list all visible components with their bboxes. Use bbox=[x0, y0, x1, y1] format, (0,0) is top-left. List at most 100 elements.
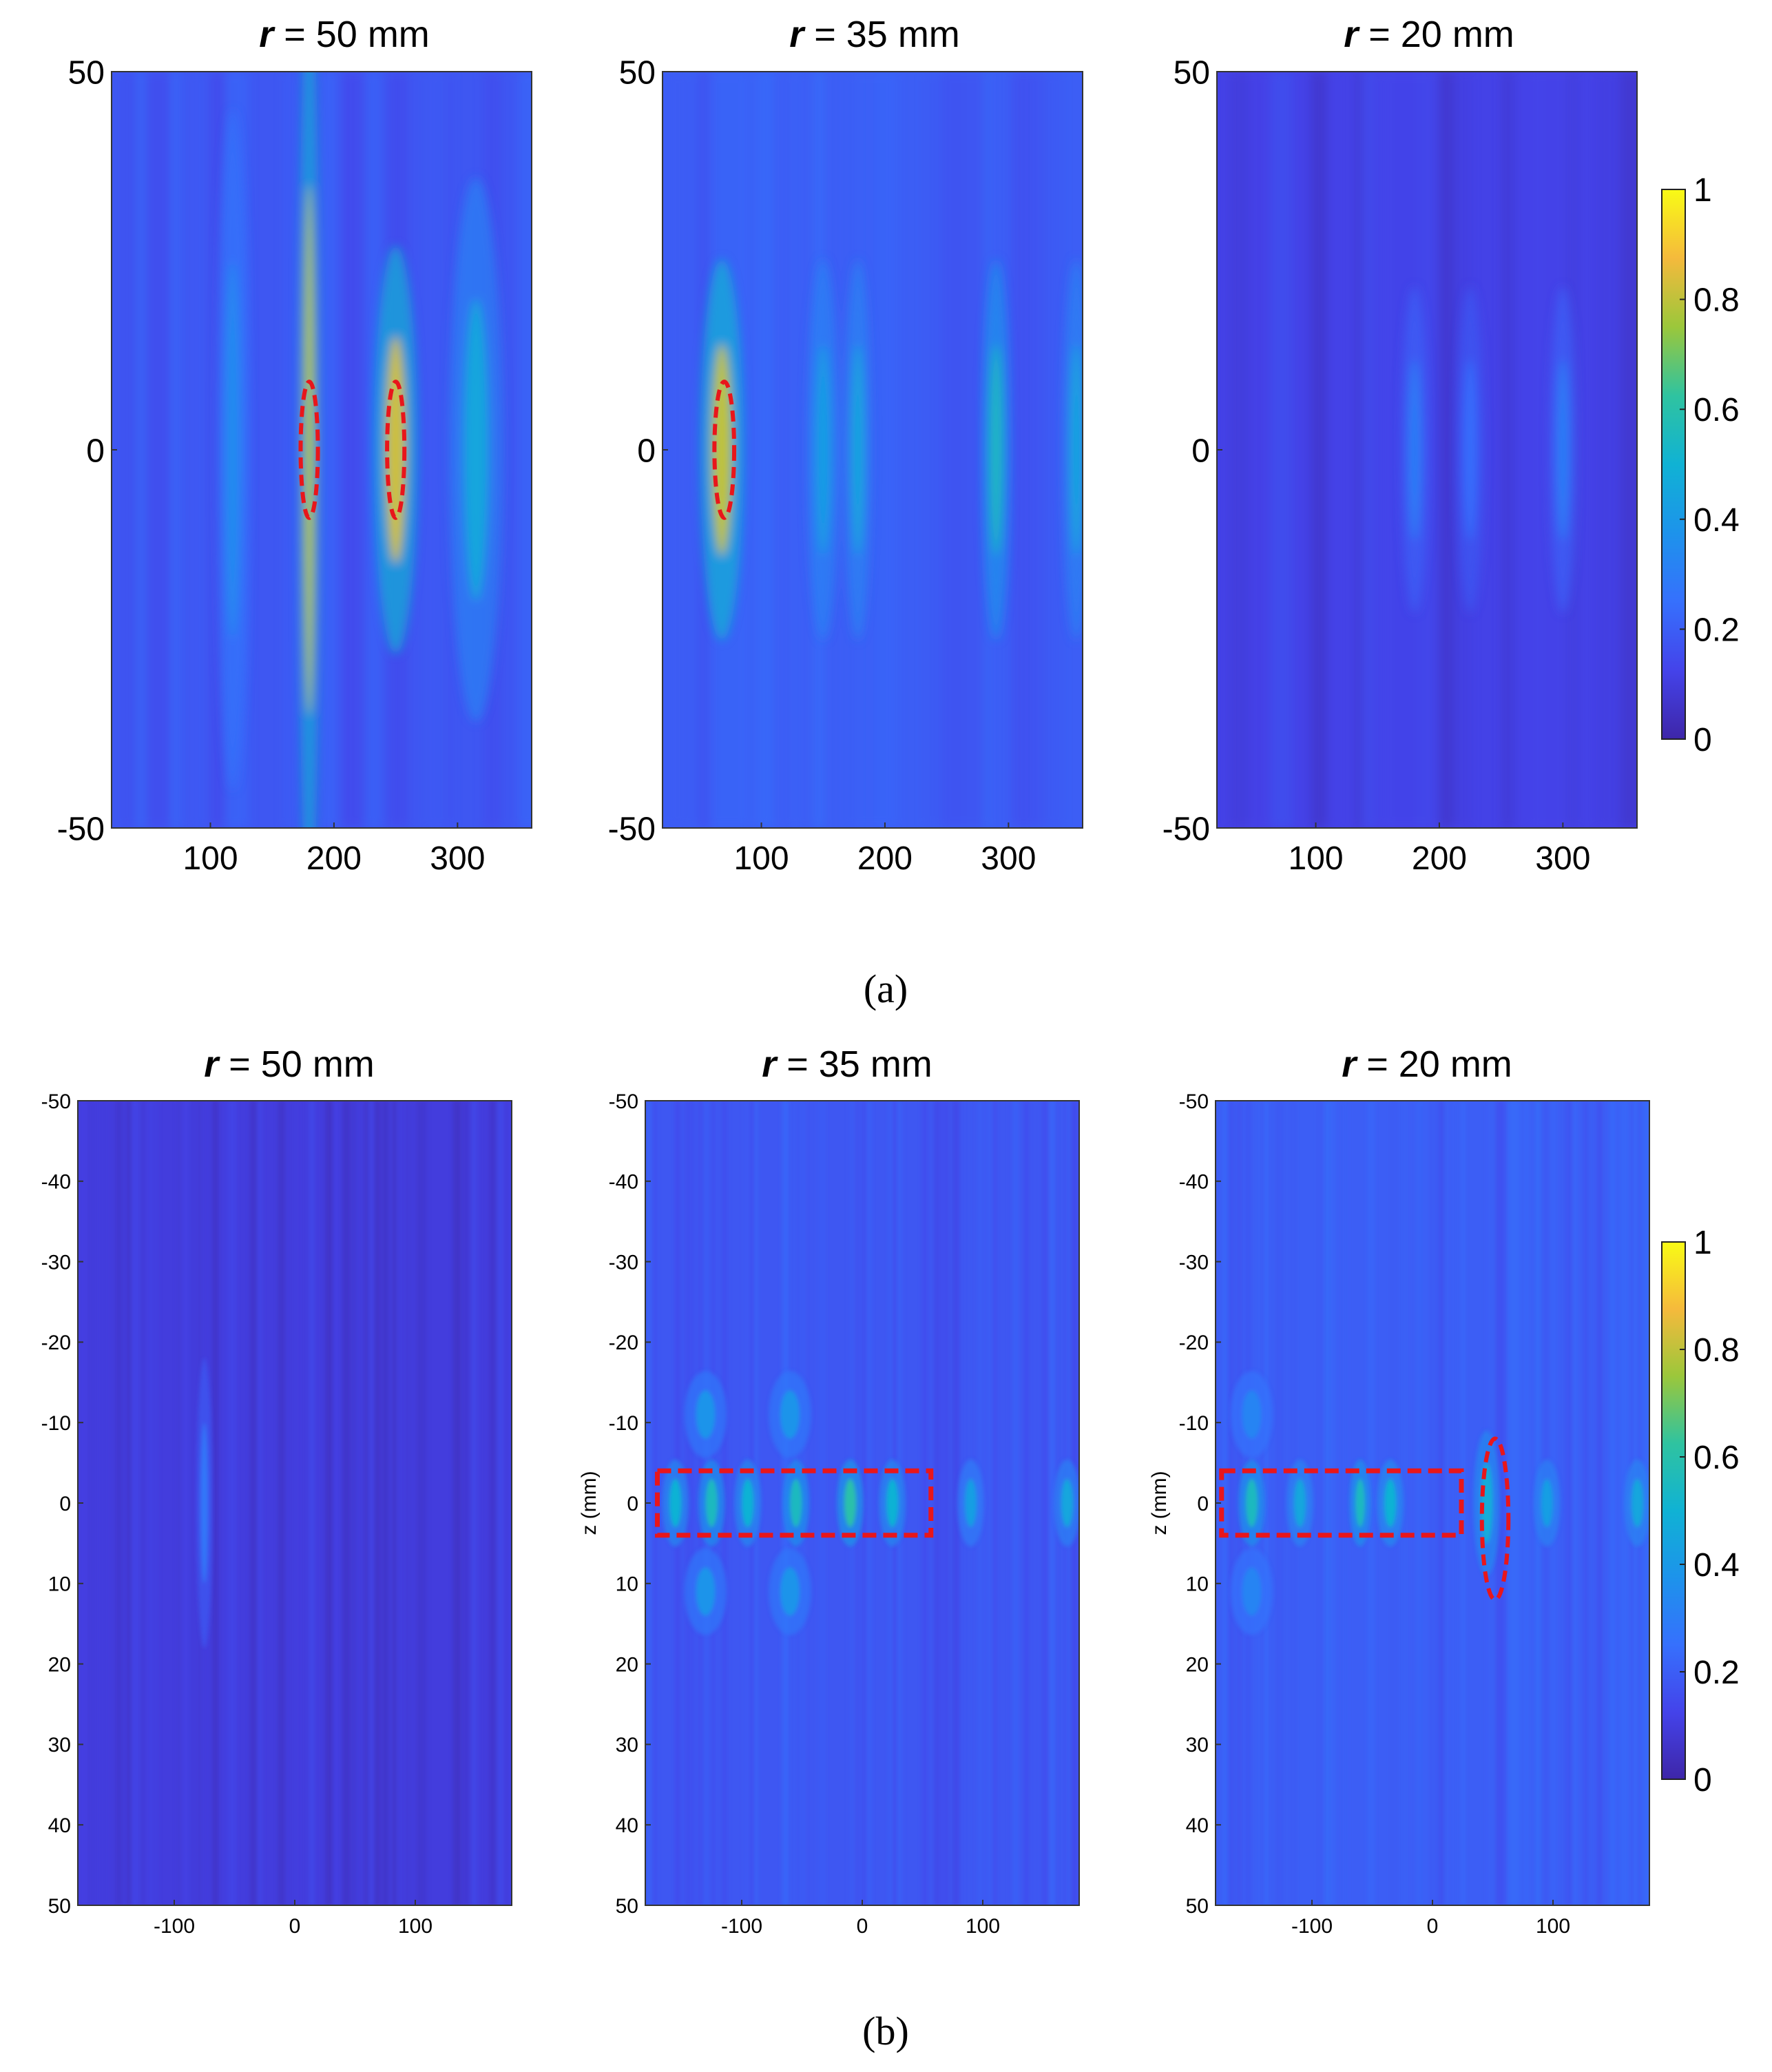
heatmap-hotspots bbox=[700, 259, 1083, 641]
colorbar-tick-label: 0.6 bbox=[1693, 1440, 1740, 1476]
texture-stripe bbox=[1045, 1101, 1049, 1905]
x-tick-label: -100 bbox=[721, 1915, 762, 1938]
texture-stripe bbox=[518, 72, 532, 828]
heatmap-area bbox=[1217, 72, 1637, 828]
panel-title: r = 35 mm bbox=[789, 14, 960, 55]
texture-stripe bbox=[102, 1101, 107, 1905]
title-variable: r bbox=[259, 14, 275, 55]
y-tick-label: -40 bbox=[609, 1171, 638, 1194]
y-tick-label: 50 bbox=[616, 1895, 638, 1918]
annotation-rect bbox=[655, 1468, 934, 1538]
texture-stripe bbox=[1049, 1101, 1056, 1905]
texture-stripe bbox=[1596, 1101, 1603, 1905]
hotspot bbox=[304, 185, 315, 715]
x-tick-label: 100 bbox=[398, 1915, 432, 1938]
texture-stripe bbox=[1424, 72, 1438, 828]
texture-stripe bbox=[1036, 1101, 1043, 1905]
texture-stripe bbox=[331, 1101, 335, 1905]
texture-stripe bbox=[939, 72, 966, 828]
hotspot bbox=[705, 1478, 718, 1528]
colorbar-tick-label: 1 bbox=[1693, 1225, 1712, 1261]
hotspot bbox=[1070, 344, 1083, 556]
texture-stripe bbox=[293, 1101, 299, 1905]
texture-stripe bbox=[177, 1101, 182, 1905]
caption-b: (b) bbox=[862, 2009, 909, 2053]
texture-stripe bbox=[1438, 72, 1455, 828]
texture-stripe bbox=[1270, 72, 1293, 828]
y-tick-label: 40 bbox=[616, 1814, 638, 1837]
hotspot bbox=[463, 298, 489, 601]
texture-stripe bbox=[1341, 1101, 1348, 1905]
y-tick-label: -10 bbox=[609, 1412, 638, 1435]
texture-stripe bbox=[963, 72, 985, 828]
colorbar-gradient bbox=[1661, 1241, 1686, 1780]
hotspot bbox=[1463, 359, 1477, 541]
texture-stripe bbox=[257, 1101, 262, 1905]
texture-stripe bbox=[759, 72, 775, 828]
y-tick-label: 30 bbox=[48, 1734, 71, 1757]
texture-stripe bbox=[320, 72, 337, 828]
texture-stripe bbox=[951, 1101, 960, 1905]
heatmap-panel-a2: 100 200 300 50 0 -50 r = 35 mm bbox=[608, 14, 1083, 877]
texture-stripe bbox=[509, 1101, 512, 1905]
x-tick-label: -100 bbox=[154, 1915, 195, 1938]
heatmap-area bbox=[78, 1101, 512, 1905]
texture-stripe bbox=[939, 1101, 947, 1905]
hotspot bbox=[780, 1390, 800, 1439]
texture-stripe bbox=[1362, 72, 1376, 828]
title-value: = 50 mm bbox=[273, 14, 430, 55]
x-tick-label: 100 bbox=[733, 840, 789, 877]
hotspot bbox=[200, 1422, 208, 1584]
colorbar-tick-label: 1 bbox=[1693, 172, 1712, 209]
x-tick-label: 200 bbox=[306, 840, 362, 877]
texture-stripe bbox=[934, 1101, 941, 1905]
heatmap-hotspots bbox=[196, 1358, 213, 1648]
hotspot bbox=[1242, 1390, 1262, 1439]
x-tick-label: 0 bbox=[857, 1915, 868, 1938]
y-tick-label: 0 bbox=[59, 1493, 71, 1515]
x-tick-label: 100 bbox=[1536, 1915, 1570, 1938]
y-tick-label: 40 bbox=[1186, 1814, 1209, 1837]
texture-stripe bbox=[1501, 72, 1514, 828]
heatmap-hotspots bbox=[216, 72, 503, 828]
texture-stripe bbox=[392, 1101, 397, 1905]
heatmap-hotspots bbox=[1230, 1371, 1649, 1635]
colorbar-b: 0 0.2 0.4 0.6 0.8 1 bbox=[1661, 1225, 1740, 1799]
x-tick-label: 0 bbox=[1427, 1915, 1439, 1938]
y-tick-label: -20 bbox=[609, 1332, 638, 1354]
colorbar-a: 0 0.2 0.4 0.6 0.8 1 bbox=[1661, 172, 1740, 758]
texture-stripe bbox=[1401, 1101, 1409, 1905]
texture-stripe bbox=[1565, 1101, 1573, 1905]
texture-stripe bbox=[152, 1101, 159, 1905]
hotspot bbox=[1631, 1478, 1644, 1528]
texture-stripe bbox=[344, 1101, 351, 1905]
texture-stripe bbox=[986, 1101, 991, 1905]
y-tick-label: 0 bbox=[637, 433, 656, 469]
hotspot bbox=[964, 1478, 977, 1528]
texture-stripe bbox=[228, 1101, 237, 1905]
title-value: = 35 mm bbox=[776, 1044, 932, 1085]
texture-stripe bbox=[325, 1101, 333, 1905]
texture-stripe bbox=[1040, 1101, 1046, 1905]
texture-stripe bbox=[1012, 1101, 1019, 1905]
texture-stripe bbox=[1415, 1101, 1424, 1905]
annotation-ellipse bbox=[385, 380, 407, 520]
texture-stripe bbox=[400, 1101, 406, 1905]
texture-stripe bbox=[126, 1101, 132, 1905]
hotspot bbox=[225, 260, 240, 639]
texture-stripe bbox=[309, 1101, 315, 1905]
texture-stripe bbox=[1380, 72, 1394, 828]
colorbar-tick-label: 0.6 bbox=[1693, 392, 1740, 428]
texture-stripe bbox=[1451, 1101, 1458, 1905]
texture-stripe bbox=[1436, 1101, 1445, 1905]
texture-stripe bbox=[463, 1101, 468, 1905]
heatmap-hotspots bbox=[1401, 286, 1577, 614]
texture-stripe bbox=[406, 1101, 410, 1905]
colorbar-tick-label: 0.8 bbox=[1693, 282, 1740, 319]
texture-stripe bbox=[333, 1101, 339, 1905]
x-tick-label: 100 bbox=[966, 1915, 1000, 1938]
hotspot bbox=[990, 344, 1003, 556]
